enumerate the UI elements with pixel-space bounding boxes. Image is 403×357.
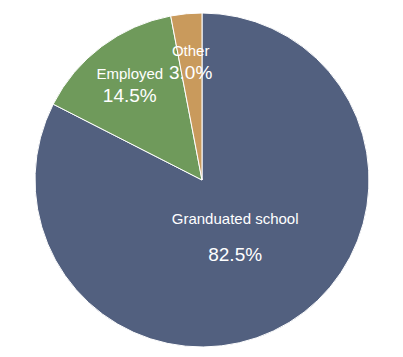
svg-text:Granduated school: Granduated school [172, 210, 299, 227]
svg-text:82.5%: 82.5% [208, 244, 262, 265]
svg-text:Other: Other [172, 42, 210, 59]
svg-text:3.0%: 3.0% [169, 62, 212, 83]
svg-text:Employed: Employed [96, 65, 163, 82]
svg-text:14.5%: 14.5% [103, 85, 157, 106]
